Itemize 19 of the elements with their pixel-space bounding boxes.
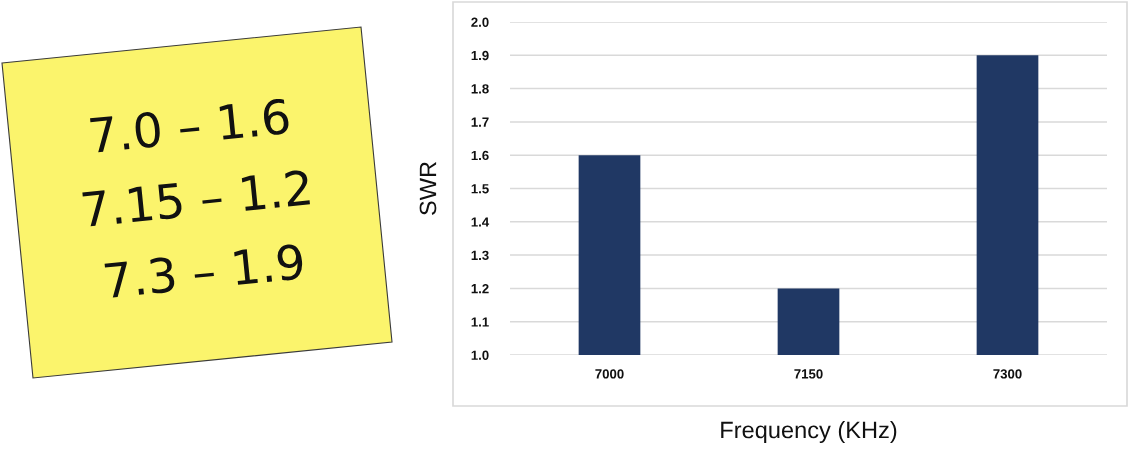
y-tick-label: 1.8 — [471, 84, 489, 94]
text: 7.15 – 1.2 — [82, 169, 311, 228]
y-tick-label: 1.1 — [471, 317, 489, 327]
y-axis-title: SWR — [419, 162, 437, 215]
y-tick-label: 2.0 — [471, 17, 489, 27]
x-axis-title: Frequency (KHz) — [721, 421, 897, 444]
y-tick-label: 1.2 — [471, 283, 489, 294]
x-tick-label: 7000 — [595, 369, 624, 379]
y-tick-label: 1.0 — [471, 350, 489, 360]
x-tick-label: 7300 — [993, 369, 1022, 379]
x-tick-label: 7150 — [794, 369, 823, 379]
y-tick-label: 1.6 — [471, 150, 489, 161]
text: 7.3 – 1.9 — [104, 243, 304, 299]
y-tick-label: 1.3 — [471, 250, 489, 261]
y-tick-label: 1.9 — [471, 50, 489, 61]
text: 7.0 – 1.6 — [89, 98, 290, 154]
y-tick-label: 1.5 — [471, 184, 489, 194]
y-tick-label: 1.7 — [471, 117, 489, 127]
y-tick-label: 1.4 — [471, 217, 490, 227]
